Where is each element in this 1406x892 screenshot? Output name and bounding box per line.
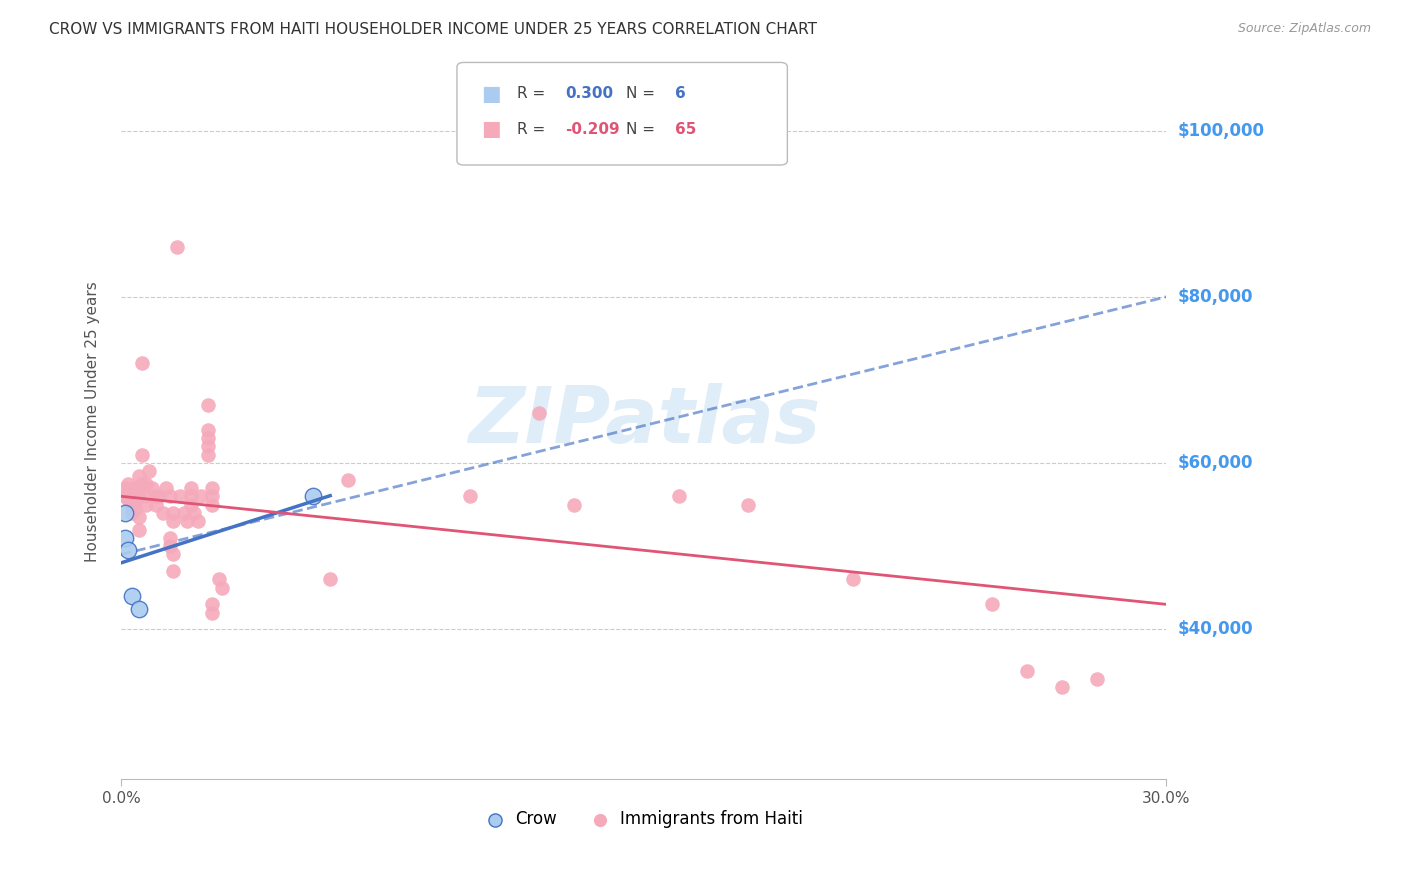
Point <box>131 356 153 370</box>
Point <box>145 498 167 512</box>
Text: 6: 6 <box>675 87 686 101</box>
Point <box>135 498 157 512</box>
Text: $100,000: $100,000 <box>1177 121 1264 139</box>
Point <box>114 506 136 520</box>
Point <box>114 531 136 545</box>
Text: $40,000: $40,000 <box>1177 620 1253 639</box>
Point <box>1085 672 1108 686</box>
Point <box>117 493 139 508</box>
Point <box>128 523 150 537</box>
Point <box>124 481 146 495</box>
Point <box>180 498 202 512</box>
Text: 0.300: 0.300 <box>565 87 613 101</box>
Point <box>141 481 163 495</box>
Text: N =: N = <box>626 122 659 136</box>
Point <box>562 498 585 512</box>
Text: ■: ■ <box>481 84 501 103</box>
Text: ZIPatlas: ZIPatlas <box>468 384 820 459</box>
Point <box>180 489 202 503</box>
Text: 65: 65 <box>675 122 696 136</box>
Point <box>152 506 174 520</box>
Point <box>201 498 224 512</box>
Point <box>162 514 184 528</box>
Point <box>159 531 181 545</box>
Point <box>197 431 219 445</box>
Text: $80,000: $80,000 <box>1177 288 1253 306</box>
Point <box>201 598 224 612</box>
Point <box>148 489 170 503</box>
Point <box>145 489 167 503</box>
Point <box>201 481 224 495</box>
Point <box>301 489 323 503</box>
Point <box>128 510 150 524</box>
Point <box>114 481 136 495</box>
Point <box>176 514 198 528</box>
Point <box>1050 681 1073 695</box>
Text: R =: R = <box>517 122 551 136</box>
Point <box>197 423 219 437</box>
Point <box>124 493 146 508</box>
Point <box>138 464 160 478</box>
Point <box>183 506 205 520</box>
Text: R =: R = <box>517 87 551 101</box>
Point <box>336 473 359 487</box>
Point <box>131 448 153 462</box>
Point <box>197 398 219 412</box>
Point <box>128 481 150 495</box>
Point <box>180 481 202 495</box>
Point <box>162 548 184 562</box>
Point <box>211 581 233 595</box>
Text: ■: ■ <box>481 120 501 139</box>
Text: Source: ZipAtlas.com: Source: ZipAtlas.com <box>1237 22 1371 36</box>
Point <box>114 489 136 503</box>
Point <box>121 506 143 520</box>
Point <box>162 506 184 520</box>
Point <box>197 448 219 462</box>
Point <box>187 514 209 528</box>
Point <box>529 406 551 420</box>
Point <box>458 489 481 503</box>
Point <box>668 489 690 503</box>
Point <box>124 501 146 516</box>
Text: CROW VS IMMIGRANTS FROM HAITI HOUSEHOLDER INCOME UNDER 25 YEARS CORRELATION CHAR: CROW VS IMMIGRANTS FROM HAITI HOUSEHOLDE… <box>49 22 817 37</box>
Point <box>159 489 181 503</box>
Point <box>190 489 212 503</box>
Point <box>981 598 1004 612</box>
Point <box>121 489 143 503</box>
Point <box>208 573 231 587</box>
Point <box>121 498 143 512</box>
Text: $60,000: $60,000 <box>1177 454 1253 472</box>
Legend: Crow, Immigrants from Haiti: Crow, Immigrants from Haiti <box>478 804 810 835</box>
Point <box>162 564 184 578</box>
Point <box>201 606 224 620</box>
Point <box>319 573 342 587</box>
Point <box>166 240 188 254</box>
Point <box>155 481 177 495</box>
Point <box>842 573 865 587</box>
Point <box>169 489 191 503</box>
Point <box>131 476 153 491</box>
Point <box>128 601 150 615</box>
Point <box>173 506 195 520</box>
Point <box>128 489 150 503</box>
Point <box>197 439 219 453</box>
Point <box>121 589 143 603</box>
Text: N =: N = <box>626 87 659 101</box>
Point <box>117 476 139 491</box>
Point <box>159 539 181 553</box>
Point <box>201 489 224 503</box>
Point <box>135 489 157 503</box>
Point <box>117 543 139 558</box>
Y-axis label: Householder Income Under 25 years: Householder Income Under 25 years <box>86 281 100 562</box>
Point <box>737 498 759 512</box>
Point <box>135 476 157 491</box>
Point <box>128 468 150 483</box>
Point <box>1015 664 1038 678</box>
Text: -0.209: -0.209 <box>565 122 620 136</box>
